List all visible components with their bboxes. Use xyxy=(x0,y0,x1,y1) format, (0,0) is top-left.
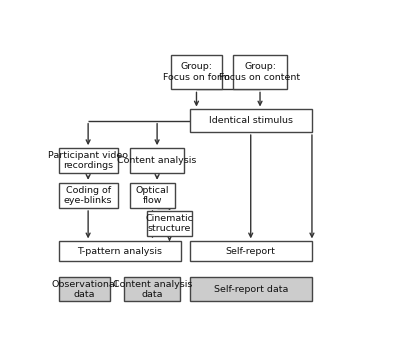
Text: Group:
Focus on content: Group: Focus on content xyxy=(220,63,300,82)
FancyBboxPatch shape xyxy=(147,211,192,236)
FancyBboxPatch shape xyxy=(59,242,181,261)
FancyBboxPatch shape xyxy=(233,55,287,90)
Text: Identical stimulus: Identical stimulus xyxy=(209,116,293,125)
Text: Self-report: Self-report xyxy=(226,247,276,256)
FancyBboxPatch shape xyxy=(59,148,118,173)
Text: Content analysis: Content analysis xyxy=(118,156,197,165)
Text: Cinematic
structure: Cinematic structure xyxy=(146,213,194,233)
FancyBboxPatch shape xyxy=(59,277,110,301)
Text: Participant video
recordings: Participant video recordings xyxy=(48,151,128,171)
Text: Coding of
eye-blinks: Coding of eye-blinks xyxy=(64,186,112,205)
FancyBboxPatch shape xyxy=(124,277,180,301)
Text: Observational
data: Observational data xyxy=(51,280,118,299)
FancyBboxPatch shape xyxy=(171,55,222,90)
FancyBboxPatch shape xyxy=(130,183,175,208)
Text: Self-report data: Self-report data xyxy=(214,285,288,294)
Text: T-pattern analysis: T-pattern analysis xyxy=(78,247,162,256)
FancyBboxPatch shape xyxy=(59,183,118,208)
FancyBboxPatch shape xyxy=(190,277,312,301)
Text: Group:
Focus on form: Group: Focus on form xyxy=(163,63,230,82)
FancyBboxPatch shape xyxy=(130,148,184,173)
FancyBboxPatch shape xyxy=(190,109,312,132)
Text: Content analysis
data: Content analysis data xyxy=(113,280,192,299)
Text: Optical
flow: Optical flow xyxy=(136,186,169,205)
FancyBboxPatch shape xyxy=(190,242,312,261)
